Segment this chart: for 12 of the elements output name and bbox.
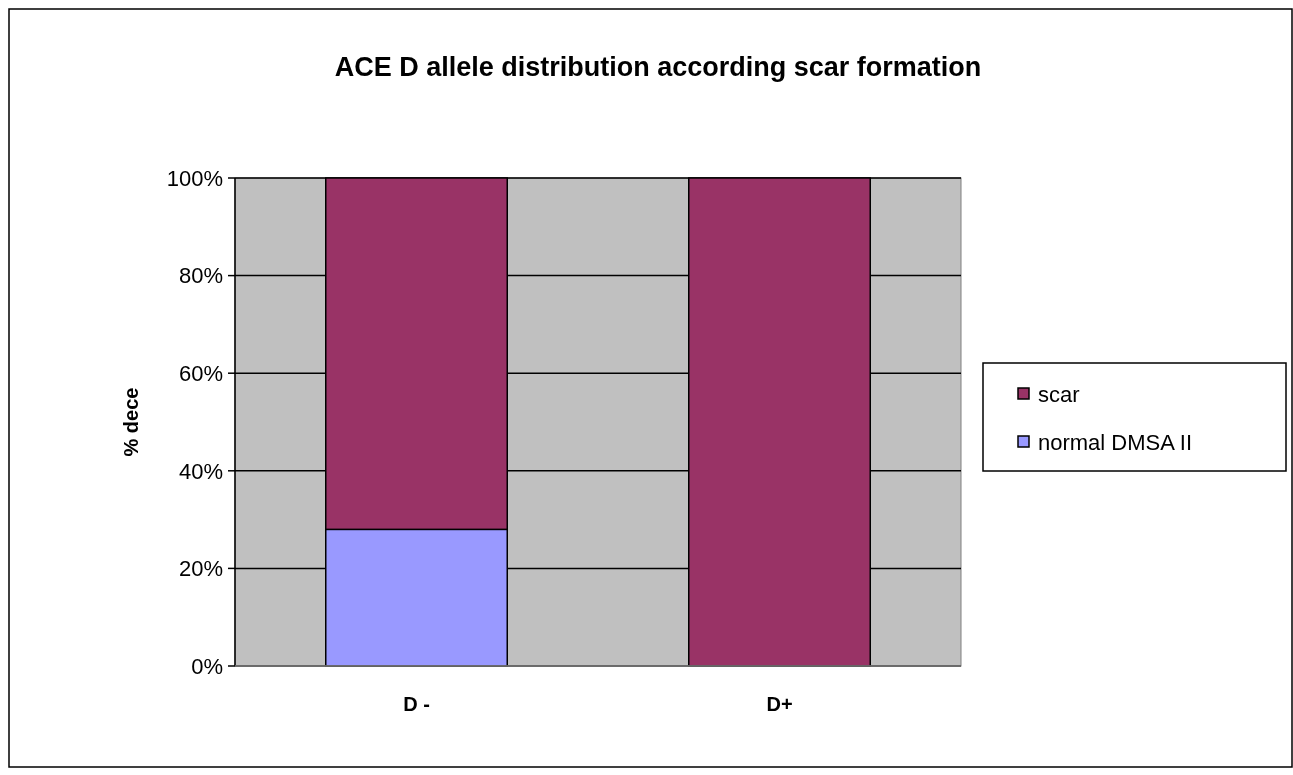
y-tick-label: 20% [178, 556, 223, 582]
legend-label: scar [1038, 381, 1080, 407]
x-tick-label: D - [403, 693, 430, 715]
y-tick-label: 40% [178, 458, 223, 484]
y-tick-label: 80% [178, 263, 223, 289]
legend-label: normal DMSA II [1038, 429, 1193, 455]
y-tick-label: 100% [166, 165, 223, 191]
chart-title: ACE D allele distribution according scar formation [334, 52, 982, 82]
y-tick-label: 0% [191, 653, 223, 679]
y-tick-label: 60% [178, 360, 223, 386]
y-axis-title: % dece [120, 387, 142, 457]
x-tick-label: D+ [766, 693, 793, 715]
